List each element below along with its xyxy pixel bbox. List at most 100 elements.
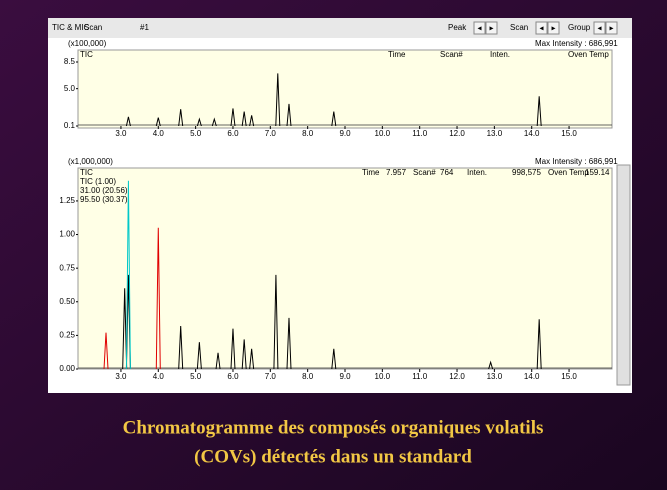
multiplier: (x100,000) (68, 39, 107, 48)
arrow-button[interactable] (547, 21, 560, 35)
arrow-button[interactable] (593, 21, 606, 35)
legend-entry: 31.00 (20.56) (80, 186, 128, 195)
x-tick-label: 8.0 (302, 372, 314, 381)
peak (178, 109, 184, 127)
peak (536, 319, 542, 370)
legend-entry: TIC (1.00) (80, 177, 116, 186)
y-tick-label: 8.5 (64, 57, 76, 66)
caption: (COVs) détectés dans un standard (194, 446, 472, 467)
arrow-icon[interactable]: ◂ (539, 24, 543, 33)
info-label: 764 (440, 168, 454, 177)
arrow-button[interactable] (535, 21, 548, 35)
peak (331, 348, 337, 370)
peak (103, 332, 109, 370)
x-tick-label: 9.0 (339, 372, 351, 381)
peak (241, 339, 247, 370)
peak (249, 115, 255, 127)
peak (331, 111, 337, 127)
multiplier: (x1,000,000) (68, 157, 113, 166)
info-label: Scan# (413, 168, 436, 177)
y-tick-label: 0.1 (64, 121, 76, 130)
arrow-button[interactable] (485, 21, 498, 35)
x-tick-label: 15.0 (561, 372, 577, 381)
x-tick-label: 12.0 (449, 129, 465, 138)
x-tick-label: 7.0 (265, 372, 277, 381)
caption: Chromatogramme des composés organiques v… (123, 417, 544, 438)
peak (215, 352, 221, 370)
x-tick-label: 6.0 (227, 372, 239, 381)
x-tick-label: 6.0 (227, 129, 239, 138)
x-tick-label: 10.0 (375, 129, 391, 138)
x-tick-label: 10.0 (375, 372, 391, 381)
x-tick-label: 13.0 (487, 129, 503, 138)
toolbar-label: Scan (84, 23, 102, 32)
info-label: Oven Temp (548, 168, 589, 177)
x-tick-label: 15.0 (561, 129, 577, 138)
peak (230, 108, 236, 127)
info-label: 998,575 (512, 168, 541, 177)
x-tick-label: 4.0 (153, 129, 165, 138)
info-label: Inten. (467, 168, 487, 177)
x-tick-label: 3.0 (115, 129, 127, 138)
arrow-icon[interactable]: ▸ (609, 24, 613, 33)
bottom-plot-area (77, 167, 613, 370)
info-label: Time (362, 168, 380, 177)
toolbar-label[interactable]: Scan (510, 23, 528, 32)
x-tick-label: 5.0 (190, 129, 202, 138)
info-label: 7.957 (386, 168, 407, 177)
y-tick-label: 0.25 (59, 330, 75, 339)
peak (286, 103, 292, 127)
peak (155, 117, 161, 127)
peak (488, 360, 494, 370)
toolbar-label: TIC & MIC (52, 23, 90, 32)
peak (241, 111, 247, 127)
info-label: Inten. (490, 50, 510, 59)
peak (122, 288, 128, 370)
info-label: Scan# (440, 50, 463, 59)
peak (196, 342, 202, 370)
x-tick-label: 14.0 (524, 372, 540, 381)
arrow-icon[interactable]: ▸ (489, 24, 493, 33)
info-label: Max Intensity : 686,991 (535, 39, 618, 48)
info-label: Oven Temp (568, 50, 609, 59)
plot-label: TIC (80, 168, 93, 177)
x-tick-label: 4.0 (153, 372, 165, 381)
x-tick-label: 14.0 (524, 129, 540, 138)
info-label: 159.14 (585, 168, 610, 177)
x-tick-label: 5.0 (190, 372, 202, 381)
y-tick-label: 0.50 (59, 297, 75, 306)
toolbar-label[interactable]: Group (568, 23, 591, 32)
scrollbar[interactable] (616, 164, 631, 386)
info-label: Max Intensity : 686,991 (535, 157, 618, 166)
peak (125, 180, 131, 370)
y-tick-label: 0.75 (59, 263, 75, 272)
x-tick-label: 12.0 (449, 372, 465, 381)
toolbar-label[interactable]: Peak (448, 23, 467, 32)
peak (536, 96, 542, 127)
arrow-icon[interactable]: ◂ (477, 24, 481, 33)
top-plot-area (77, 49, 613, 129)
x-tick-label: 3.0 (115, 372, 127, 381)
x-tick-label: 11.0 (412, 372, 428, 381)
peak (273, 274, 279, 370)
y-tick-label: 1.25 (59, 196, 75, 205)
arrow-icon[interactable]: ◂ (597, 24, 601, 33)
peak (249, 348, 255, 370)
toolbar-label: #1 (140, 23, 149, 32)
peak (155, 227, 161, 370)
x-tick-label: 11.0 (412, 129, 428, 138)
y-tick-label: 1.00 (59, 230, 75, 239)
peak (196, 117, 202, 127)
legend-entry: 95.50 (30.37) (80, 195, 128, 204)
y-tick-label: 5.0 (64, 84, 76, 93)
x-tick-label: 13.0 (487, 372, 503, 381)
arrow-button[interactable] (605, 21, 618, 35)
x-tick-label: 9.0 (339, 129, 351, 138)
arrow-icon[interactable]: ▸ (551, 24, 555, 33)
peak (275, 73, 281, 127)
peak (125, 116, 131, 127)
arrow-button[interactable] (473, 21, 486, 35)
peak (211, 117, 217, 127)
